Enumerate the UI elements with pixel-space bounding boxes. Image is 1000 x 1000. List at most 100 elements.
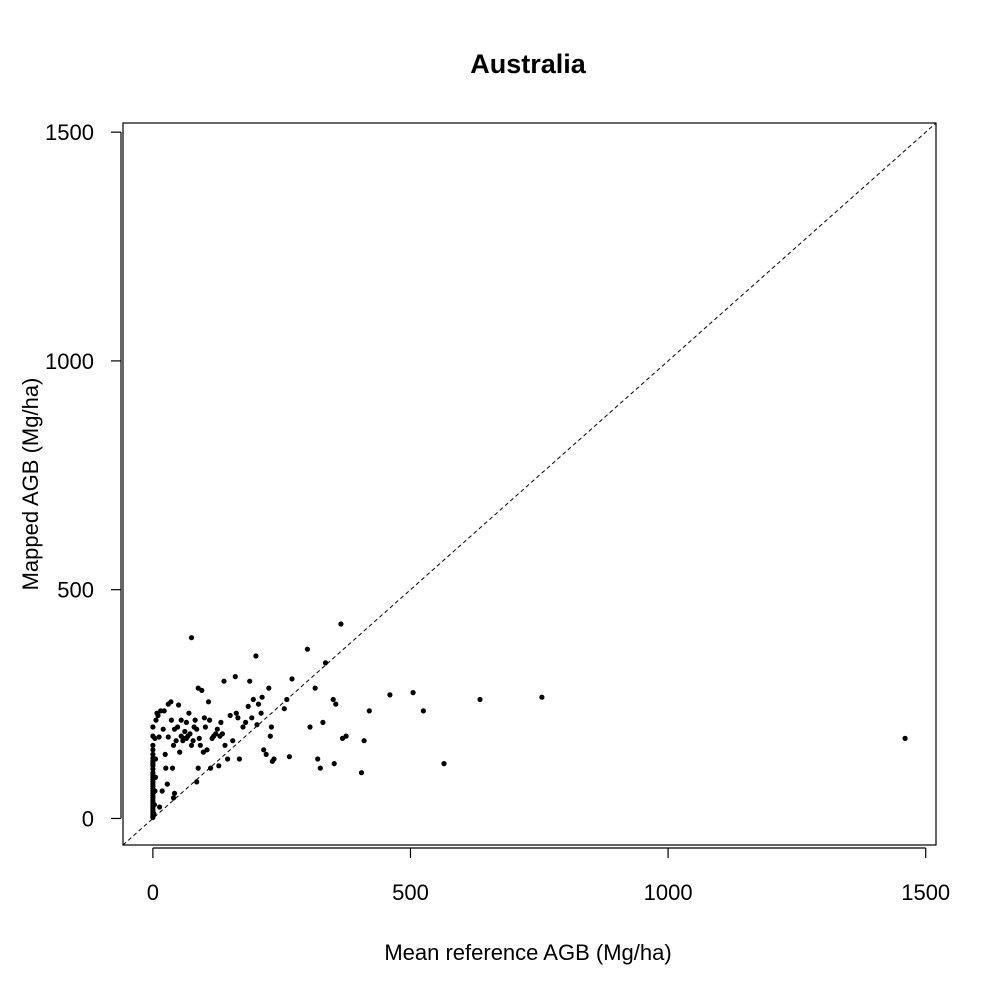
reference-line-group (122, 122, 937, 846)
data-point-44 (159, 788, 165, 794)
data-point-67 (182, 728, 188, 735)
data-point-81 (195, 765, 201, 771)
data-point-139 (331, 761, 337, 767)
x-tick-label-1: 500 (392, 880, 429, 905)
data-point-136 (320, 719, 326, 726)
data-point-122 (266, 685, 272, 691)
data-point-133 (312, 685, 318, 691)
data-point-128 (284, 696, 290, 703)
data-point-89 (205, 699, 212, 705)
data-point-43 (158, 708, 164, 714)
chart-title: Australia (470, 49, 587, 79)
data-point-49 (164, 781, 170, 787)
data-point-41 (156, 734, 162, 740)
data-point-52 (168, 699, 174, 705)
data-point-55 (170, 795, 177, 801)
data-point-29 (150, 742, 156, 748)
x-axis-label: Mean reference AGB (Mg/ha) (384, 940, 671, 965)
data-point-48 (163, 765, 169, 771)
data-point-21 (150, 770, 156, 776)
data-point-100 (221, 678, 227, 684)
data-point-75 (190, 738, 196, 744)
y-axis-label: Mapped AGB (Mg/ha) (18, 378, 43, 591)
y-tick-label-2: 1000 (45, 349, 94, 374)
data-point-107 (235, 715, 241, 721)
data-point-138 (330, 696, 336, 703)
plot-frame (122, 122, 937, 846)
data-point-87 (202, 724, 208, 730)
data-point-104 (230, 738, 236, 744)
y-axis: 0 500 1000 1500 (45, 120, 122, 831)
data-point-144 (358, 770, 365, 776)
data-point-123 (267, 733, 273, 739)
data-point-127 (281, 706, 287, 712)
data-point-72 (187, 731, 193, 737)
data-point-152 (539, 694, 545, 700)
data-point-91 (208, 765, 214, 771)
data-point-78 (194, 779, 200, 785)
data-point-102 (225, 756, 231, 762)
data-point-131 (304, 646, 310, 652)
data-point-147 (387, 692, 393, 698)
data-point-108 (236, 756, 242, 762)
data-point-40 (155, 712, 161, 719)
data-point-98 (218, 719, 224, 726)
y-tick-label-0: 0 (82, 806, 94, 831)
points-group (150, 621, 908, 821)
data-point-73 (188, 635, 195, 641)
data-point-42 (157, 804, 163, 810)
y-tick-label-1: 500 (57, 578, 94, 603)
data-point-119 (259, 694, 265, 700)
data-point-36 (152, 756, 159, 762)
data-point-74 (188, 742, 195, 748)
data-point-111 (245, 703, 251, 710)
data-point-132 (307, 724, 313, 730)
data-point-113 (249, 715, 255, 721)
data-point-121 (263, 751, 269, 758)
data-point-105 (232, 674, 238, 680)
data-point-150 (441, 761, 447, 767)
data-point-57 (171, 790, 178, 796)
data-point-50 (165, 734, 171, 740)
data-point-130 (289, 676, 295, 682)
data-point-86 (201, 715, 207, 721)
data-point-101 (222, 742, 228, 748)
data-point-45 (160, 726, 166, 732)
data-point-96 (216, 763, 222, 769)
data-point-103 (227, 712, 233, 719)
data-point-62 (177, 749, 183, 755)
data-point-148 (410, 690, 416, 696)
data-point-31 (150, 724, 156, 730)
data-point-145 (361, 738, 367, 744)
data-point-117 (255, 701, 262, 707)
data-point-79 (194, 726, 200, 732)
data-point-88 (204, 747, 210, 753)
data-point-77 (192, 717, 198, 723)
data-point-114 (250, 696, 256, 703)
data-point-137 (322, 660, 329, 666)
data-point-32 (151, 811, 157, 817)
data-point-115 (253, 653, 259, 659)
data-point-129 (286, 754, 292, 760)
data-point-38 (153, 717, 159, 723)
x-axis: 0 500 1000 1500 (147, 847, 950, 905)
data-point-124 (268, 724, 274, 730)
data-point-56 (170, 742, 177, 748)
data-point-118 (258, 710, 264, 716)
data-point-109 (240, 724, 246, 730)
data-point-71 (186, 710, 192, 716)
data-point-64 (178, 717, 184, 723)
data-point-59 (173, 738, 179, 744)
data-point-110 (243, 719, 249, 726)
data-point-68 (183, 719, 189, 726)
data-point-94 (213, 731, 219, 737)
data-point-27 (150, 751, 156, 758)
x-tick-label-0: 0 (147, 880, 159, 905)
data-point-135 (317, 765, 323, 771)
data-point-153 (902, 735, 908, 742)
data-point-61 (176, 702, 182, 708)
data-point-34 (152, 788, 158, 794)
data-point-84 (199, 687, 205, 694)
